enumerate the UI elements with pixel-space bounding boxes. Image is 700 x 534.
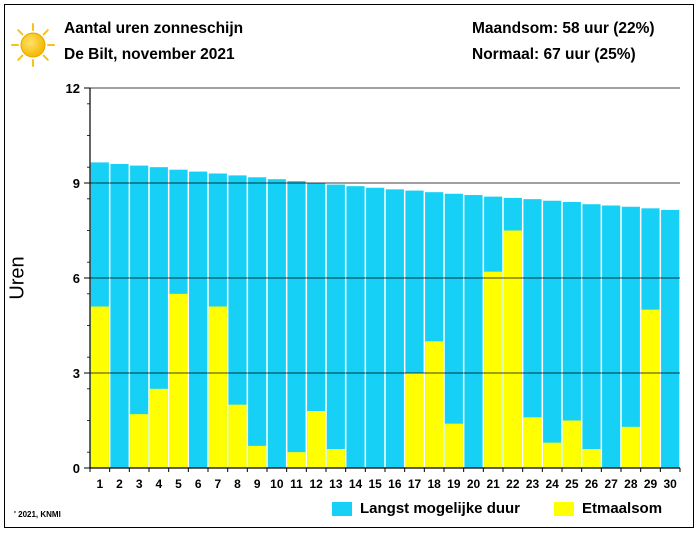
bar-max-duration-day-20 — [464, 195, 483, 469]
y-tick-label-6: 6 — [73, 271, 80, 286]
bar-max-duration-day-28 — [621, 206, 640, 468]
chart-subtitle: De Bilt, november 2021 — [64, 46, 235, 63]
chart-frame — [4, 4, 694, 528]
bar-daily-sum-day-19 — [444, 423, 463, 468]
bar-daily-sum-day-9 — [248, 445, 267, 468]
sun-icon — [11, 23, 55, 67]
bar-max-duration-day-27 — [602, 205, 621, 468]
bar-max-duration-day-15 — [366, 187, 385, 468]
legend-item-daily-sum: Etmaalsom — [554, 500, 662, 517]
x-tick-label-29: 29 — [644, 477, 658, 491]
y-tick-label-0: 0 — [73, 461, 80, 476]
bar-daily-sum-day-7 — [208, 306, 227, 468]
bar-daily-sum-day-29 — [641, 309, 660, 468]
x-tick-label-1: 1 — [96, 477, 103, 491]
bar-daily-sum-day-13 — [326, 449, 345, 468]
x-tick-label-24: 24 — [545, 477, 559, 491]
x-tick-label-26: 26 — [585, 477, 599, 491]
bar-max-duration-day-16 — [385, 189, 404, 469]
x-tick-label-3: 3 — [136, 477, 143, 491]
x-tick-label-10: 10 — [270, 477, 284, 491]
y-tick-label-9: 9 — [73, 176, 80, 191]
bar-max-duration-day-2 — [110, 164, 129, 468]
x-tick-label-7: 7 — [214, 477, 221, 491]
bar-daily-sum-day-17 — [405, 373, 424, 468]
x-tick-label-8: 8 — [234, 477, 241, 491]
bar-max-duration-day-11 — [287, 181, 306, 468]
bar-daily-sum-day-26 — [582, 449, 601, 468]
legend-label-daily-sum: Etmaalsom — [582, 500, 663, 517]
x-tick-label-16: 16 — [388, 477, 402, 491]
x-tick-label-2: 2 — [116, 477, 123, 491]
bar-max-duration-day-6 — [189, 171, 208, 468]
x-tick-label-15: 15 — [368, 477, 382, 491]
axes — [84, 87, 681, 472]
legend-swatch-daily-sum — [554, 501, 574, 516]
bar-max-duration-day-14 — [346, 186, 365, 468]
x-tick-label-13: 13 — [329, 477, 343, 491]
x-tick-label-20: 20 — [467, 477, 481, 491]
bar-daily-sum-day-18 — [425, 341, 444, 468]
x-tick-label-19: 19 — [447, 477, 461, 491]
bar-max-duration-day-8 — [228, 175, 247, 468]
bar-max-duration-day-3 — [130, 165, 149, 469]
bar-max-duration-day-10 — [267, 179, 286, 468]
x-tick-label-12: 12 — [309, 477, 323, 491]
legend-item-max-duration: Langst mogelijke duur — [332, 500, 520, 517]
x-tick-label-9: 9 — [254, 477, 261, 491]
bar-daily-sum-day-8 — [228, 404, 247, 468]
normal-total-label: Normaal: 67 uur (25%) — [472, 46, 636, 63]
daily-sum-bars — [90, 230, 660, 468]
x-tick-label-11: 11 — [290, 477, 303, 491]
bar-max-duration-day-26 — [582, 204, 601, 468]
bar-max-duration-day-24 — [543, 200, 562, 468]
bar-max-duration-day-30 — [661, 209, 680, 468]
y-tick-label-12: 12 — [66, 81, 80, 96]
bar-daily-sum-day-23 — [523, 417, 542, 468]
x-tick-label-4: 4 — [155, 477, 162, 491]
chart-title: Aantal uren zonneschijn — [64, 20, 244, 37]
legend-label-max-duration: Langst mogelijke duur — [360, 500, 521, 517]
bar-max-duration-day-23 — [523, 199, 542, 468]
bar-max-duration-day-19 — [444, 193, 463, 468]
bar-daily-sum-day-25 — [562, 420, 581, 468]
bar-max-duration-day-12 — [307, 183, 326, 468]
bar-daily-sum-day-28 — [621, 426, 640, 468]
bar-daily-sum-day-1 — [90, 306, 109, 468]
x-tick-label-27: 27 — [604, 477, 618, 491]
bar-daily-sum-day-11 — [287, 452, 306, 468]
bar-daily-sum-day-3 — [130, 414, 149, 468]
bar-daily-sum-day-22 — [503, 230, 522, 468]
x-tick-label-6: 6 — [195, 477, 202, 491]
x-tick-label-17: 17 — [408, 477, 422, 491]
grid-lines — [90, 87, 680, 374]
bar-daily-sum-day-5 — [169, 293, 188, 468]
x-tick-label-23: 23 — [526, 477, 540, 491]
x-tick-label-25: 25 — [565, 477, 579, 491]
bar-max-duration-day-13 — [326, 184, 345, 469]
copyright-text: ' 2021, KNMI — [14, 510, 61, 519]
x-tick-label-14: 14 — [349, 477, 363, 491]
x-tick-label-5: 5 — [175, 477, 182, 491]
x-tick-label-18: 18 — [427, 477, 441, 491]
month-total-label: Maandsom: 58 uur (22%) — [472, 20, 655, 37]
bar-max-duration-day-25 — [562, 202, 581, 468]
x-tick-label-22: 22 — [506, 477, 520, 491]
bar-daily-sum-day-24 — [543, 442, 562, 468]
bar-daily-sum-day-21 — [484, 271, 503, 468]
bar-max-duration-day-9 — [248, 177, 267, 469]
x-tick-label-30: 30 — [663, 477, 677, 491]
bar-daily-sum-day-12 — [307, 411, 326, 468]
bar-daily-sum-day-4 — [149, 388, 168, 468]
x-tick-label-28: 28 — [624, 477, 638, 491]
legend-swatch-max-duration — [332, 501, 352, 516]
x-tick-label-21: 21 — [486, 477, 500, 491]
y-tick-label-3: 3 — [73, 366, 80, 381]
